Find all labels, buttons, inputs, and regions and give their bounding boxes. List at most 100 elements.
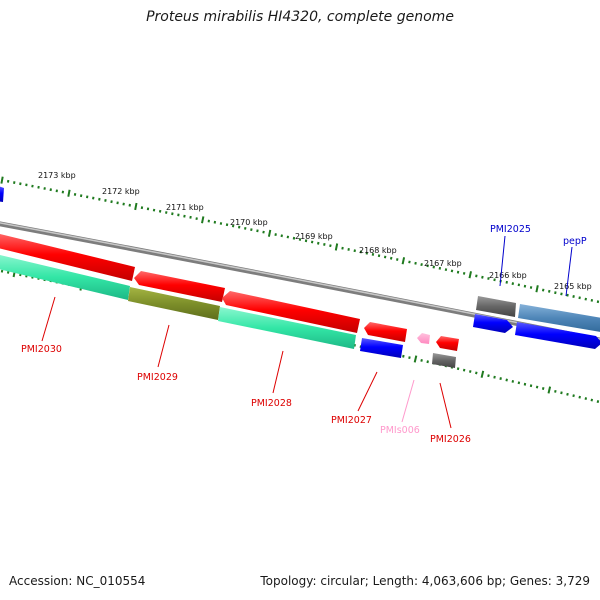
ruler-minor-tick [456,270,460,274]
gene-arrow-PMI2026[interactable] [436,336,459,351]
leader-line-PMI2030 [41,296,56,342]
ruler-major-tick [535,285,539,293]
footer-accession: Accession: NC_010554 [9,574,146,588]
ruler-minor-tick [572,295,575,298]
gene-arrow-PMI2028[interactable] [222,291,360,333]
ruler-minor-tick [590,298,594,302]
ruler-minor-tick [365,251,369,255]
ruler-minor-tick [250,228,253,232]
ruler-label: 2171 kbp [166,203,204,212]
ruler-minor-tick [329,244,332,248]
ruler-label: 2173 kbp [38,171,76,180]
ruler-minor-tick [541,387,545,390]
ruler-minor-tick [158,209,162,213]
ruler-minor-tick [505,280,508,284]
gene-arrow-PMI2029[interactable] [134,271,225,302]
ruler-minor-tick [462,368,466,372]
ruler-major-tick [334,243,339,251]
pseudogene-PMI2026[interactable] [432,353,456,368]
ruler-minor-tick [244,226,247,230]
ruler-minor-tick [469,370,472,373]
gene-label-PMIs006[interactable]: PMIs006 [380,425,420,436]
ruler-minor-tick [572,394,575,398]
gene-arrow-PMI2030[interactable] [0,233,135,281]
gene-arrow-pepP[interactable] [515,322,600,349]
gene-label-PMI2027[interactable]: PMI2027 [331,415,372,426]
ruler-major-tick [0,176,4,184]
ruler-minor-tick [481,275,484,279]
reverse-band-olive[interactable] [128,287,220,320]
ruler-minor-tick [511,282,515,286]
ruler-major-tick [67,189,71,197]
ruler-minor-tick [475,274,478,278]
ruler-minor-tick [566,392,569,396]
leader-line-PMI2026 [439,382,452,429]
ruler-minor-tick [110,200,113,204]
ruler-label: 2167 kbp [424,259,462,268]
ruler-minor-tick [517,381,521,385]
ruler-minor-tick [286,235,290,239]
reverse-band-green-left[interactable] [0,254,130,300]
gene-label-PMI2026[interactable]: PMI2026 [430,434,471,445]
ruler-minor-tick [456,367,460,371]
map-title: Proteus mirabilis HI4320, complete genom… [146,9,454,25]
ruler-minor-tick [420,358,423,362]
ruler-major-tick [480,370,485,378]
ruler-major-tick [267,229,272,237]
gene-label-PMI2025[interactable]: PMI2025 [490,224,531,235]
ruler-minor-tick [310,240,314,244]
ruler-minor-tick [225,223,229,227]
rna-feature-PMIs006[interactable] [417,333,430,344]
ruler-minor-tick [98,197,101,201]
reverse-cds-blue[interactable] [360,338,403,358]
ruler-minor-tick [432,265,435,269]
ruler-minor-tick [383,255,387,259]
ruler-minor-tick [323,243,326,246]
ruler-minor-tick [195,217,198,221]
ruler-minor-tick [426,264,429,268]
ruler-minor-tick [596,300,600,304]
gene-arrow-pepP-band[interactable] [518,304,600,332]
ruler-ticks-outer [0,176,600,304]
ruler-minor-tick [371,253,375,256]
ruler-minor-tick [389,256,393,260]
ruler-minor-tick [37,185,40,189]
ruler-minor-tick [49,188,52,192]
ruler-minor-tick [426,360,429,364]
ruler-minor-tick [43,187,46,190]
ruler-minor-tick [353,249,356,253]
forward-cds-edge[interactable] [0,186,4,202]
ruler-label: 2169 kbp [295,232,333,241]
gene-label-PMI2028[interactable]: PMI2028 [251,398,292,409]
ruler-minor-tick [499,377,502,380]
ruler-minor-tick [304,239,308,243]
ruler-minor-tick [31,184,34,188]
ruler-minor-tick [262,230,265,234]
ruler-minor-tick [554,389,557,393]
ruler-minor-tick [584,397,588,401]
ruler-minor-tick [128,203,131,207]
ruler-minor-tick [104,199,107,202]
ruler-minor-tick [462,271,466,275]
gene-arrow-PMI2025[interactable] [473,314,513,333]
ruler-minor-tick [61,190,65,194]
ruler-minor-tick [560,292,563,296]
ruler-major-tick [401,257,406,265]
gene-label-PMI2030[interactable]: PMI2030 [21,344,62,355]
ruler-minor-tick [584,297,587,301]
ruler-minor-tick [566,293,569,297]
pseudogene-forward-2025[interactable] [476,296,516,317]
ruler-labels: 2173 kbp 2172 kbp 2171 kbp 2170 kbp 2169… [38,171,592,291]
gene-label-PMI2029[interactable]: PMI2029 [137,372,178,383]
ruler-minor-tick [475,371,478,375]
ruler-minor-tick [493,278,496,282]
leader-line-PMI2028 [272,350,284,394]
ruler-minor-tick [590,398,594,402]
ruler-minor-tick [341,246,344,250]
gene-arrow-PMI2027[interactable] [364,322,407,342]
ruler-minor-tick [420,263,423,267]
ruler-label: 2172 kbp [102,187,140,196]
reverse-band-green-right[interactable] [218,307,356,349]
gene-label-pepP[interactable]: pepP [563,236,587,247]
